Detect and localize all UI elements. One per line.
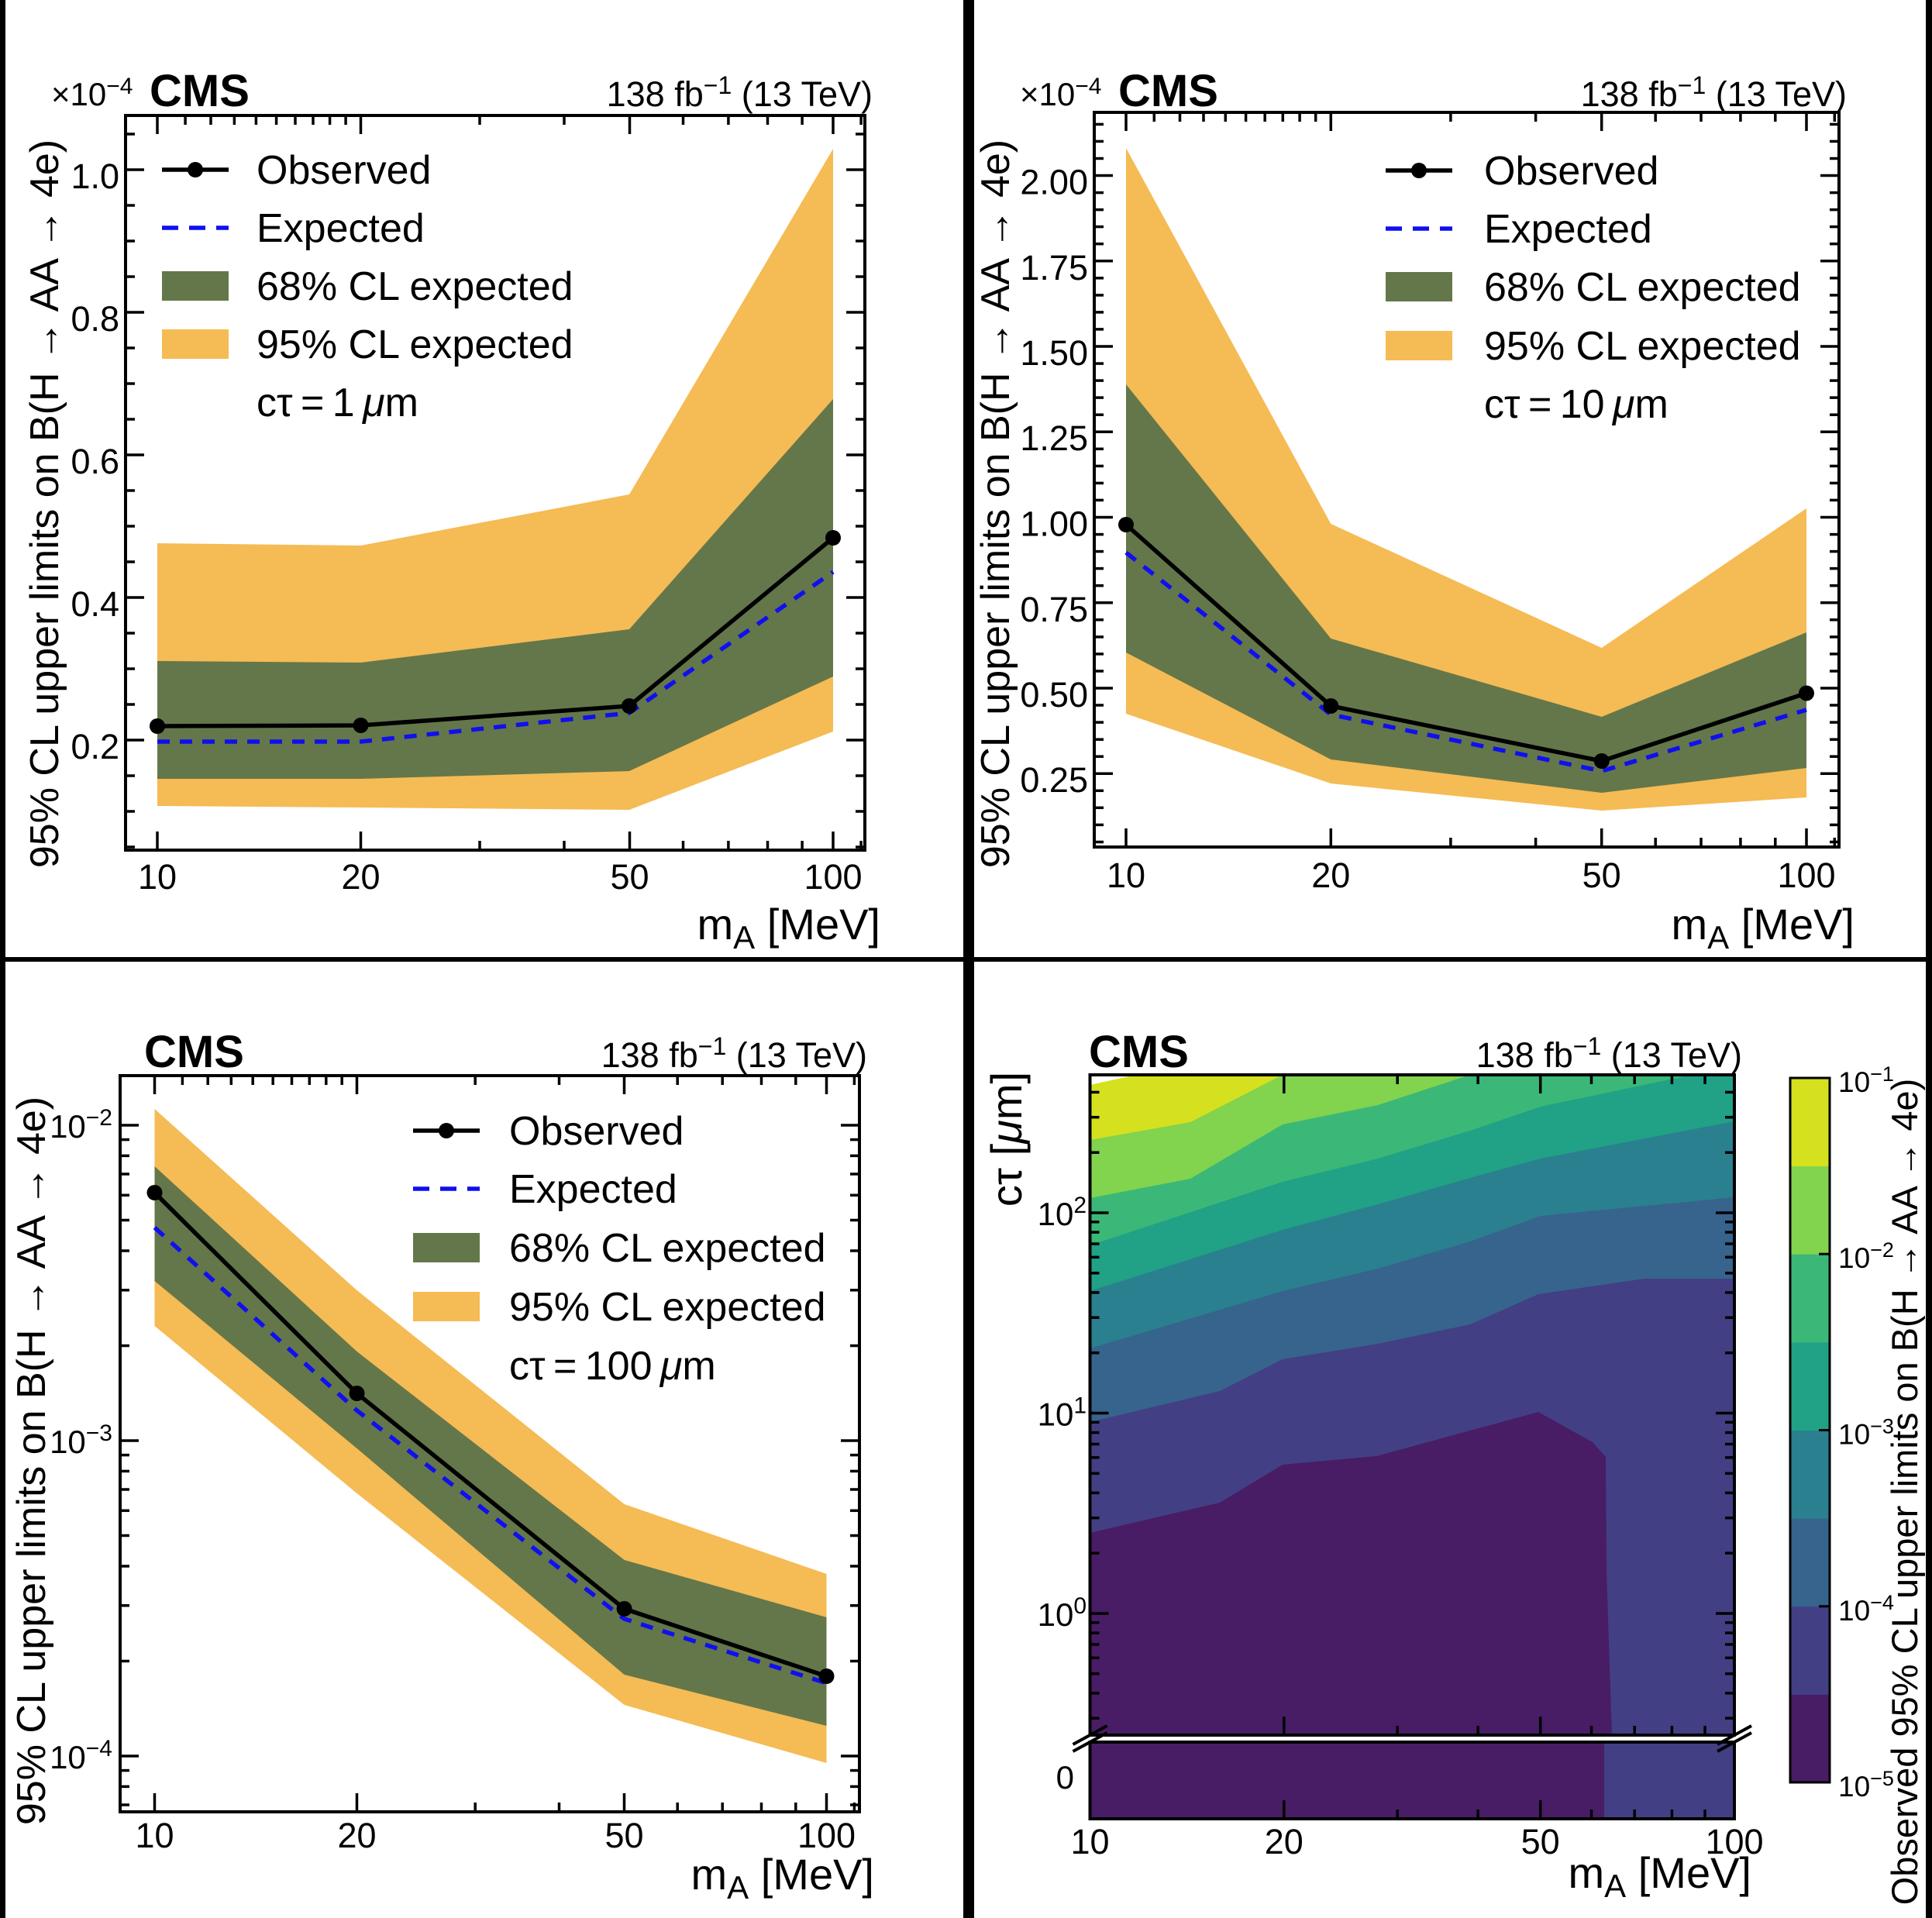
svg-text:0.50: 0.50: [1020, 675, 1088, 715]
svg-text:100: 100: [797, 1816, 856, 1855]
svg-text:Expected: Expected: [509, 1167, 677, 1212]
svg-text:100: 100: [804, 857, 862, 897]
svg-text:100: 100: [1777, 856, 1835, 895]
svg-text:cτ [μm]: cτ [μm]: [982, 1072, 1031, 1207]
svg-text:10: 10: [138, 857, 177, 897]
svg-text:138 fb−1 (13 TeV): 138 fb−1 (13 TeV): [1476, 1032, 1742, 1075]
svg-text:68% CL expected: 68% CL expected: [257, 264, 573, 309]
svg-text:mA [MeV]: mA [MeV]: [691, 1850, 875, 1906]
svg-text:50: 50: [610, 857, 649, 897]
svg-text:10−4: 10−4: [50, 1736, 112, 1775]
svg-text:0.8: 0.8: [71, 299, 119, 339]
svg-text:mA [MeV]: mA [MeV]: [1672, 900, 1855, 956]
svg-text:10: 10: [1070, 1822, 1109, 1861]
svg-text:95% CL expected: 95% CL expected: [257, 322, 573, 367]
svg-text:68% CL expected: 68% CL expected: [1484, 265, 1801, 310]
svg-text:20: 20: [1311, 856, 1350, 895]
svg-text:1.0: 1.0: [71, 157, 119, 196]
svg-text:Observed 95% CL upper limits o: Observed 95% CL upper limits on B(H → AA…: [1884, 1079, 1925, 1906]
svg-text:CMS: CMS: [1089, 1027, 1189, 1077]
svg-text:CMS: CMS: [144, 1027, 244, 1077]
svg-text:138 fb−1 (13 TeV): 138 fb−1 (13 TeV): [601, 1032, 867, 1075]
svg-text:CMS: CMS: [150, 66, 250, 116]
svg-text:Expected: Expected: [1484, 207, 1652, 252]
svg-text:0.6: 0.6: [71, 442, 119, 481]
svg-text:50: 50: [1521, 1822, 1560, 1861]
svg-text:Expected: Expected: [257, 206, 425, 251]
svg-text:CMS: CMS: [1118, 66, 1218, 116]
svg-text:95% CL upper limits on B(H → A: 95% CL upper limits on B(H → AA → 4e): [973, 139, 1018, 868]
svg-text:0.4: 0.4: [71, 584, 119, 624]
svg-text:Observed: Observed: [509, 1109, 684, 1154]
svg-text:20: 20: [337, 1816, 376, 1855]
svg-text:95% CL expected: 95% CL expected: [509, 1285, 826, 1330]
svg-text:mA [MeV]: mA [MeV]: [697, 900, 881, 956]
svg-text:10−3: 10−3: [1838, 1415, 1894, 1451]
svg-text:2.00: 2.00: [1020, 163, 1088, 202]
svg-text:10: 10: [135, 1816, 174, 1855]
svg-text:1.25: 1.25: [1020, 418, 1088, 458]
svg-text:10: 10: [1107, 856, 1145, 895]
svg-text:cτ = 1 μm: cτ = 1 μm: [257, 381, 418, 425]
svg-text:mA [MeV]: mA [MeV]: [1569, 1848, 1752, 1904]
svg-text:Observed: Observed: [1484, 149, 1658, 194]
svg-text:50: 50: [604, 1816, 643, 1855]
svg-text:1.75: 1.75: [1020, 248, 1088, 288]
svg-text:20: 20: [1265, 1822, 1303, 1861]
svg-text:68% CL expected: 68% CL expected: [509, 1226, 826, 1271]
svg-text:100: 100: [1705, 1822, 1763, 1861]
svg-text:1.50: 1.50: [1020, 333, 1088, 373]
svg-text:95% CL upper limits on B(H → A: 95% CL upper limits on B(H → AA → 4e): [22, 139, 67, 868]
svg-text:95% CL upper limits on B(H → A: 95% CL upper limits on B(H → AA → 4e): [9, 1097, 54, 1825]
svg-text:0.75: 0.75: [1020, 590, 1088, 629]
svg-text:cτ = 100 μm: cτ = 100 μm: [509, 1344, 716, 1389]
svg-text:138 fb−1 (13 TeV): 138 fb−1 (13 TeV): [1581, 71, 1847, 114]
svg-text:95% CL expected: 95% CL expected: [1484, 324, 1801, 369]
svg-text:0: 0: [1056, 1759, 1074, 1796]
svg-text:138 fb−1 (13 TeV): 138 fb−1 (13 TeV): [607, 71, 873, 114]
svg-text:50: 50: [1582, 856, 1621, 895]
svg-text:0.25: 0.25: [1020, 760, 1088, 800]
svg-text:0.2: 0.2: [71, 727, 119, 766]
svg-text:Observed: Observed: [257, 148, 431, 193]
svg-text:101: 101: [1038, 1393, 1087, 1433]
svg-text:1.00: 1.00: [1020, 504, 1088, 544]
svg-text:20: 20: [341, 857, 380, 897]
svg-text:cτ = 10 μm: cτ = 10 μm: [1484, 382, 1669, 427]
